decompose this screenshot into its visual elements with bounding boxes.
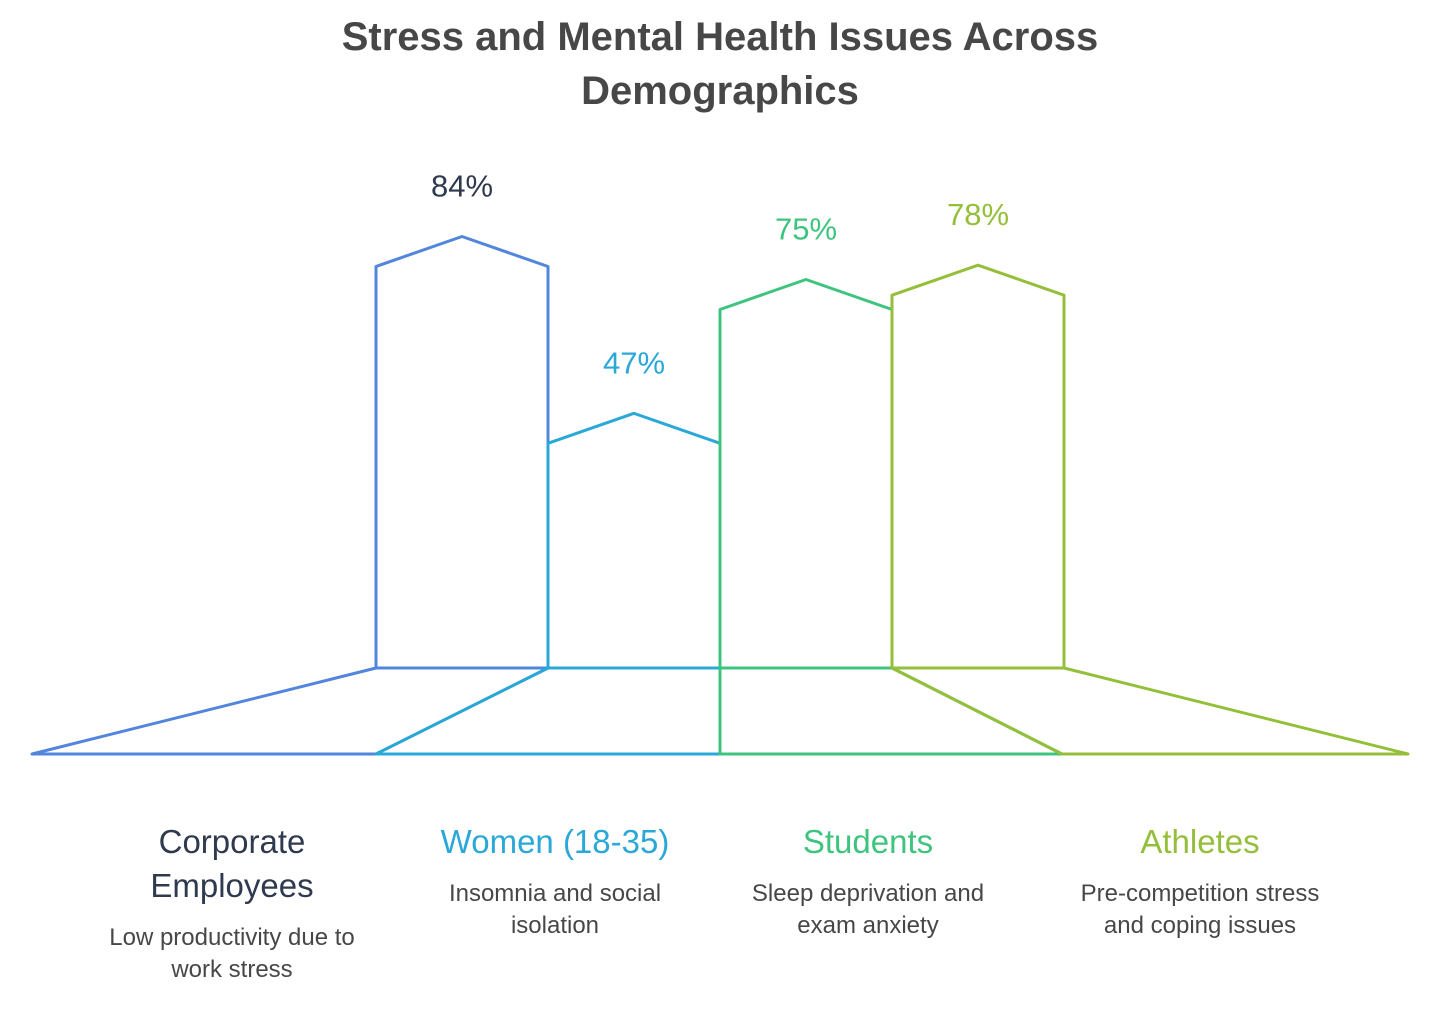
category-description: Insomnia and social isolation	[405, 878, 705, 942]
category-name: Students	[718, 820, 1018, 864]
bar-1	[374, 234, 550, 670]
bar-floor-4	[890, 666, 1410, 756]
chart-title: Stress and Mental Health Issues Across D…	[0, 10, 1440, 118]
category-name-line: Corporate	[158, 823, 306, 860]
data-label-1: 84%	[431, 168, 493, 203]
category-name: Athletes	[1040, 820, 1360, 864]
category-description: Sleep deprivation and exam anxiety	[718, 878, 1018, 942]
chart-title-line-1: Stress and Mental Health Issues Across	[341, 15, 1099, 59]
bar-2	[546, 411, 722, 670]
category-item-1: Corporate Employees Low productivity due t…	[72, 820, 392, 986]
bar-4	[890, 263, 1066, 670]
bar-floor-3	[718, 666, 1064, 756]
data-label-3: 75%	[775, 212, 837, 247]
category-name: Women (18-35)	[405, 820, 705, 864]
category-description-line: Sleep deprivation and	[751, 880, 985, 907]
bar-3	[718, 278, 894, 670]
category-description-line: and coping issues	[1103, 912, 1297, 939]
category-description: Pre-competition stress and coping issues	[1040, 878, 1360, 942]
category-description-line: isolation	[510, 912, 600, 939]
category-description-line: Low productivity due to	[109, 924, 355, 951]
category-item-4: Athletes Pre-competition stress and coping…	[1040, 820, 1360, 942]
category-description-line: Insomnia and social	[448, 880, 662, 907]
category-name-line: Employees	[150, 867, 314, 904]
category-description-line: work stress	[171, 956, 293, 983]
bar-floor-2	[374, 666, 722, 756]
chart-title-line-2: Demographics	[581, 69, 859, 113]
data-label-4: 78%	[947, 197, 1009, 232]
category-name: Corporate Employees	[72, 820, 392, 908]
bar-floor-1	[30, 666, 550, 756]
category-description: Low productivity due to work stress	[72, 922, 392, 986]
category-name-line: Students	[802, 823, 934, 860]
data-label-2: 47%	[603, 345, 665, 380]
category-description-line: exam anxiety	[797, 912, 939, 939]
category-description-line: Pre-competition stress	[1080, 880, 1320, 907]
category-item-2: Women (18-35) Insomnia and social isolatio…	[405, 820, 705, 942]
category-item-3: Students Sleep deprivation and exam anxiet…	[718, 820, 1018, 942]
category-name-line: Women (18-35)	[440, 823, 670, 860]
category-name-line: Athletes	[1140, 823, 1260, 860]
